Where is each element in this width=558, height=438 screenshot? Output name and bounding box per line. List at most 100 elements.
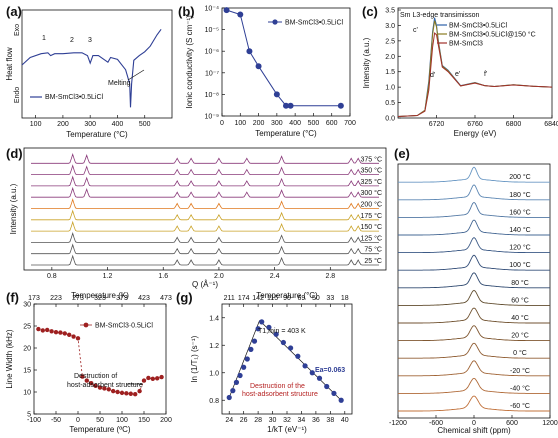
nmr-trace-label: 100 °C — [509, 261, 530, 269]
nmr-trace — [398, 342, 550, 359]
relaxation-point — [259, 319, 265, 325]
y-tick-label: 5 — [27, 412, 31, 419]
relaxation-point — [316, 375, 323, 381]
relaxation-point — [302, 363, 308, 369]
legend-label: BM-SmCl3•0.5LiCl — [45, 94, 104, 101]
y-tick-label: 10 — [23, 390, 31, 397]
x-tick-label: 1200 — [542, 420, 558, 427]
conductivity-point — [255, 63, 262, 70]
y-tick-label: 1.0 — [209, 370, 219, 377]
xrd-trace-label: 350 °C — [361, 167, 382, 175]
panel-f-top-xlabel: Temperature (K) — [71, 291, 129, 300]
panel-b-letter: (b) — [178, 4, 195, 19]
nmr-trace-label: 20 °C — [511, 332, 529, 340]
nmr-trace-label: 60 °C — [511, 296, 529, 304]
nmr-trace-label: 140 °C — [509, 226, 530, 234]
linewidth-point — [159, 374, 164, 380]
xrd-trace — [31, 220, 379, 232]
nmr-trace — [398, 166, 550, 183]
xrd-trace-label: 375 °C — [361, 155, 382, 163]
panel-b-frame — [221, 7, 351, 117]
nmr-trace — [398, 377, 550, 394]
nmr-trace — [398, 395, 550, 412]
relaxation-point — [266, 324, 272, 330]
linewidth-point — [71, 334, 76, 339]
x-tick-label: 500 — [139, 121, 151, 128]
panel-g-xlabel: 1/kT (eV⁻¹) — [267, 425, 307, 434]
conductivity-point — [287, 102, 294, 109]
exo-label: Exo — [14, 24, 21, 36]
nmr-trace — [398, 184, 550, 201]
xrd-trace-label: 200 °C — [361, 201, 382, 209]
panel-f-ylabel: Line Width (kHz) — [5, 329, 14, 388]
destruction-label-1: Destruction of the — [250, 383, 305, 390]
x-tick-label: 100 — [234, 120, 246, 127]
linewidth-point — [80, 374, 85, 379]
y-tick-label: 0.8 — [209, 398, 219, 405]
linewidth-point — [133, 392, 138, 397]
panel-f-frame — [33, 303, 167, 415]
linewidth-point — [84, 378, 90, 383]
panel-a-legend: BM-SmCl3•0.5LiCl — [30, 94, 104, 101]
conductivity-point — [237, 11, 244, 18]
relaxation-point — [226, 394, 232, 401]
x-tick-label: 100 — [30, 121, 42, 128]
panel-c-legend: BM-SmCl3•0.5LiCl BM-SmCl3•0.5LiCl@150 °C… — [437, 23, 536, 48]
nmr-trace — [398, 237, 550, 254]
top-x-tick-label: 33 — [326, 295, 334, 302]
x-tick-label: 0.8 — [47, 273, 57, 280]
activation-energy-label: Ea=0.063 — [315, 367, 345, 374]
xrd-trace — [31, 186, 379, 198]
panel-c: (c) 6720 6760 6800 6840 0.0 0.5 1.0 1.5 2.0 2.5 3.… — [362, 4, 558, 138]
x-tick-label: 150 — [138, 417, 150, 424]
tmin-label: T1,min = 403 K — [258, 328, 306, 335]
linewidth-point — [106, 387, 112, 392]
melting-label: Melting — [108, 80, 131, 87]
top-x-tick-label: 223 — [50, 295, 62, 302]
y-tick-label: 25 — [23, 324, 31, 331]
relaxation-point — [255, 326, 261, 332]
y-tick-label: 10⁻⁹ — [205, 114, 219, 121]
panel-e-xlabel: Chemical shift (ppm) — [437, 426, 511, 435]
nmr-trace — [398, 307, 550, 324]
nmr-trace-label: 80 °C — [511, 279, 529, 287]
conductivity-point — [273, 91, 280, 98]
xrd-trace — [31, 232, 379, 243]
x-tick-label: 2.0 — [214, 273, 224, 280]
linewidth-point — [155, 376, 160, 381]
relaxation-point — [338, 397, 344, 403]
xrd-trace-label: 25 °C — [364, 257, 382, 265]
top-x-tick-label: 69 — [298, 295, 306, 302]
nmr-trace-label: -40 °C — [510, 384, 530, 392]
x-tick-label: -100 — [27, 417, 41, 424]
panel-d-letter: (d) — [6, 146, 23, 161]
xrd-trace — [31, 198, 379, 209]
y-tick-label: 1.5 — [385, 69, 395, 76]
x-tick-label: 6760 — [467, 121, 483, 128]
top-x-tick-label: 142 — [252, 295, 264, 302]
top-x-tick-label: 273 — [72, 295, 84, 302]
top-x-tick-label: 18 — [341, 295, 349, 302]
top-x-tick-label: 50 — [312, 295, 320, 302]
panel-e-letter: (e) — [394, 146, 410, 161]
y-tick-label: 2.5 — [385, 38, 395, 45]
legend-label-2: BM-SmCl3•0.5LiCl@150 °C — [449, 31, 536, 39]
y-tick-label: 0.5 — [385, 100, 395, 107]
relaxation-point — [295, 353, 301, 359]
linewidth-point — [62, 331, 67, 336]
nmr-trace-label: -20 °C — [510, 367, 530, 375]
x-tick-label: 34 — [298, 417, 306, 424]
linewidth-point — [141, 378, 147, 383]
panel-f-letter: (f) — [6, 290, 19, 305]
linewidth-point — [150, 376, 155, 381]
relaxation-point — [237, 372, 243, 379]
legend-label: BM-SmCl3·0.5LiCl — [95, 323, 153, 330]
xrd-trace-label: 125 °C — [361, 234, 382, 242]
d-prime-label: d' — [430, 72, 435, 79]
linewidth-point — [36, 326, 41, 332]
panel-f-legend: BM-SmCl3·0.5LiCl — [80, 323, 153, 330]
panel-e: (e) -1200 -600 0 600 1200 -60 °C -40 °C -20 °C… — [389, 146, 558, 435]
panel-b: (b) 0 100 200 300 400 500 600 700 10⁻⁴ 10⁻⁵ 10⁻⁶ 10… — [178, 4, 356, 138]
x-tick-label: 600 — [506, 420, 518, 427]
y-tick-label: 10⁻⁶ — [205, 49, 219, 56]
